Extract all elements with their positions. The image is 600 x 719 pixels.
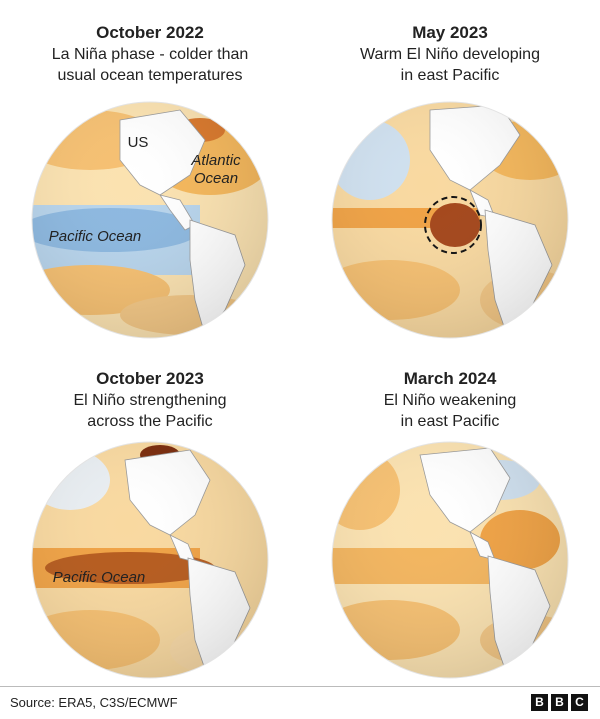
panel-subtitle-line2: in east Pacific xyxy=(400,67,500,84)
source-credit: Source: ERA5, C3S/ECMWF xyxy=(10,695,178,710)
panel-october-2022: October 2022 La Niña phase - colder than… xyxy=(0,22,300,86)
panel-title: October 2022 xyxy=(96,23,204,42)
panel-title: October 2023 xyxy=(96,369,204,388)
panel-may-2023: May 2023 Warm El Niño developing in east… xyxy=(300,22,600,86)
panel-subtitle-line2: across the Pacific xyxy=(87,413,213,430)
panel-title: March 2024 xyxy=(403,369,497,388)
panel-subtitle-line1: La Niña phase - colder than xyxy=(51,46,249,63)
logo-letter: B xyxy=(551,694,568,711)
panel-subtitle-line2: usual ocean temperatures xyxy=(57,67,243,84)
globe-march-2024 xyxy=(331,441,569,679)
logo-letter: C xyxy=(571,694,588,711)
panel-october-2023: October 2023 El Niño strengthening acros… xyxy=(0,368,300,432)
panel-subtitle-line1: El Niño strengthening xyxy=(73,392,227,409)
bbc-logo: B B C xyxy=(531,694,588,711)
globe-october-2022 xyxy=(31,101,269,339)
panel-subtitle-line1: El Niño weakening xyxy=(383,392,517,409)
logo-letter: B xyxy=(531,694,548,711)
panel-march-2024: March 2024 El Niño weakening in east Pac… xyxy=(300,368,600,432)
panel-title: May 2023 xyxy=(412,23,488,42)
globe-may-2023 xyxy=(331,101,569,339)
globe-october-2023 xyxy=(31,441,269,679)
panel-subtitle-line2: in east Pacific xyxy=(400,413,500,430)
footer-divider xyxy=(0,686,600,687)
panel-subtitle-line1: Warm El Niño developing xyxy=(360,46,540,63)
